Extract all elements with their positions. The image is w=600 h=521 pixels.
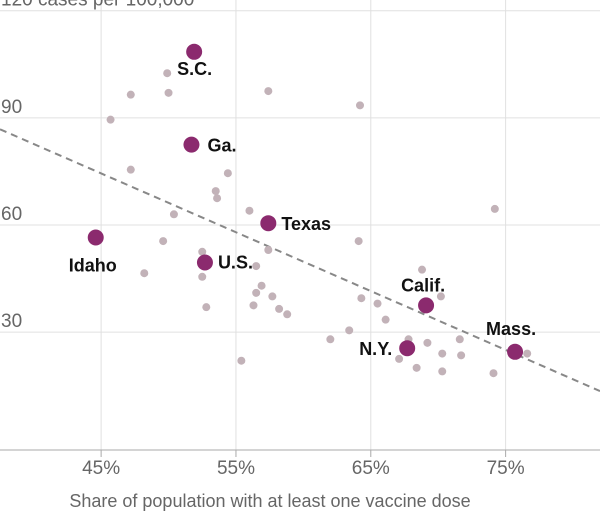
state-point (198, 272, 207, 281)
state-point (455, 335, 464, 344)
state-point (438, 349, 447, 358)
highlighted-point (196, 254, 213, 271)
state-point (489, 369, 498, 378)
state-point (354, 237, 363, 246)
state-point (126, 90, 135, 99)
state-point (140, 269, 149, 278)
state-label: Texas (281, 214, 331, 234)
x-tick-label: 75% (487, 458, 525, 479)
state-point (252, 262, 261, 271)
state-point (264, 246, 273, 254)
state-point (169, 210, 178, 219)
state-point (326, 335, 335, 344)
state-point (223, 169, 232, 178)
state-point (412, 363, 421, 372)
state-point (373, 299, 382, 308)
state-point (283, 310, 292, 319)
highlighted-point (507, 343, 524, 360)
trend-line (0, 128, 600, 392)
trend-line-layer (0, 128, 600, 392)
highlighted-point (399, 340, 416, 357)
state-point (357, 294, 366, 303)
state-point (490, 204, 499, 213)
x-tick-label: 45% (82, 458, 120, 479)
state-point (395, 354, 404, 363)
state-point (211, 187, 220, 196)
y-tick-label: 60 (1, 204, 22, 225)
state-point (345, 326, 354, 335)
state-point (356, 101, 364, 110)
state-point (257, 281, 266, 290)
state-point (213, 194, 222, 203)
state-point (198, 247, 207, 256)
state-point (264, 87, 273, 96)
state-point (126, 165, 135, 174)
state-point (438, 367, 447, 376)
highlighted-states-points (87, 43, 524, 360)
state-label: Ga. (207, 136, 236, 156)
x-axis-tick-labels: 45% 55% 65% 75% (82, 458, 525, 479)
y-tick-label: 30 (1, 311, 22, 332)
state-point (237, 356, 246, 365)
highlighted-point (87, 229, 104, 246)
state-label: U.S. (218, 253, 253, 273)
state-point (202, 303, 211, 312)
state-point (164, 88, 173, 97)
state-point (275, 304, 284, 313)
state-point (268, 292, 277, 301)
state-point (252, 288, 261, 297)
state-point (163, 69, 172, 78)
state-point (457, 351, 466, 360)
x-axis (0, 449, 600, 457)
state-point (249, 301, 258, 310)
highlighted-point (418, 297, 435, 314)
x-tick-label: 65% (352, 458, 390, 479)
state-label: Mass. (486, 319, 536, 339)
y-tick-label: 90 (1, 97, 22, 118)
y-tick-label: 120 cases per 100,000 (1, 0, 194, 11)
x-tick-label: 55% (217, 458, 255, 479)
state-labels: S.C. Ga. Texas Idaho U.S. Calif. N.Y. Mass. (69, 59, 536, 359)
state-point (436, 292, 445, 301)
grid-lines (0, 0, 600, 450)
state-point (418, 265, 427, 274)
state-label: Idaho (69, 256, 117, 276)
state-point (381, 315, 390, 324)
highlighted-point (183, 136, 200, 153)
state-point (245, 206, 254, 215)
state-label: S.C. (177, 59, 212, 79)
x-axis-label: Share of population with at least one va… (69, 491, 470, 511)
y-axis-tick-labels: 120 cases per 100,000 90 60 30 (1, 0, 194, 332)
highlighted-point (260, 215, 277, 232)
state-point (423, 338, 432, 347)
state-point (106, 115, 115, 124)
state-point (159, 237, 168, 246)
state-label: N.Y. (359, 339, 392, 359)
state-label: Calif. (401, 275, 445, 295)
state-point (523, 349, 532, 358)
other-states-points (106, 69, 532, 378)
highlighted-point (186, 43, 203, 60)
